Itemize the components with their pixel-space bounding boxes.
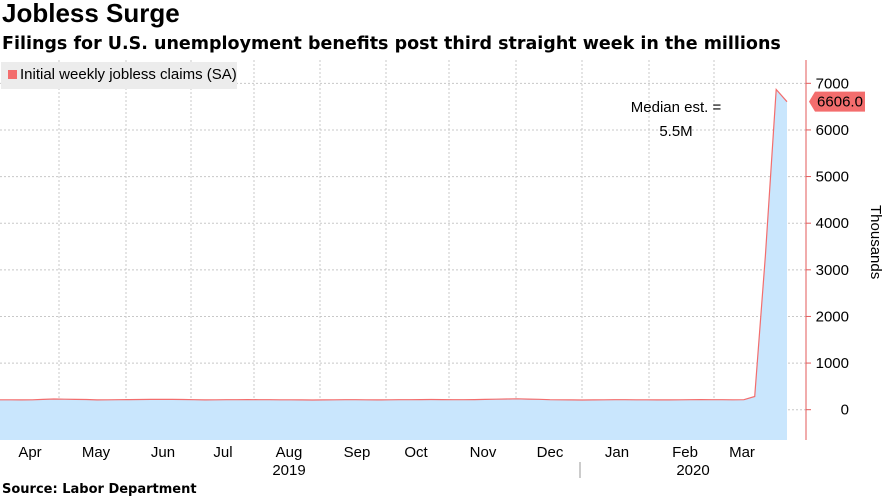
x-tick-label: Mar <box>729 444 755 461</box>
x-year-label: 2019 <box>272 462 305 479</box>
source-note: Source: Labor Department <box>2 482 197 497</box>
x-tick-label: Feb <box>672 444 698 461</box>
y-tick-label: 5000 <box>816 169 849 186</box>
annotation-line-1: Median est. = <box>631 99 722 116</box>
legend-label: Initial weekly jobless claims (SA) <box>20 66 237 83</box>
y-tick-label: 2000 <box>816 308 849 325</box>
x-tick-label: Jan <box>605 444 629 461</box>
chart-subtitle: Filings for U.S. unemployment benefits p… <box>2 34 781 54</box>
x-tick-label: Dec <box>537 444 564 461</box>
annotation-line-2: 5.5M <box>659 123 692 140</box>
y-ticks: 0 1000 2000 3000 4000 5000 6000 7000 <box>806 75 849 419</box>
last-value-label: 6606.0 <box>817 94 863 111</box>
y-tick-label: 4000 <box>816 215 849 232</box>
x-tick-label: Nov <box>470 444 497 461</box>
y-tick-label: 7000 <box>816 75 849 92</box>
legend-box <box>1 62 237 89</box>
x-tick-label: Aug <box>276 444 303 461</box>
x-tick-label: Jul <box>213 444 232 461</box>
y-tick-label: 1000 <box>816 355 849 372</box>
x-ticks: Apr May Jun Jul Aug Sep Oct Nov Dec Jan Feb Mar 2019… <box>18 444 755 479</box>
x-year-label: 2020 <box>676 462 709 479</box>
x-tick-label: Sep <box>344 444 371 461</box>
grid <box>0 60 806 440</box>
x-tick-label: Apr <box>18 444 41 461</box>
last-value-badge-shape <box>809 91 865 112</box>
y-axis-label: Thousands <box>867 205 884 279</box>
x-tick-label: Oct <box>404 444 428 461</box>
y-tick-label: 3000 <box>816 262 849 279</box>
y-tick-label: 0 <box>841 402 849 419</box>
series-area <box>0 89 787 440</box>
last-value-badge: 6606.0 <box>809 91 865 112</box>
legend: Initial weekly jobless claims (SA) <box>1 62 237 89</box>
chart-title: Jobless Surge <box>2 0 180 28</box>
legend-swatch <box>8 70 17 79</box>
y-tick-label: 6000 <box>816 122 849 139</box>
series-line <box>0 88 788 401</box>
x-tick-label: May <box>82 444 111 461</box>
x-tick-label: Jun <box>151 444 175 461</box>
